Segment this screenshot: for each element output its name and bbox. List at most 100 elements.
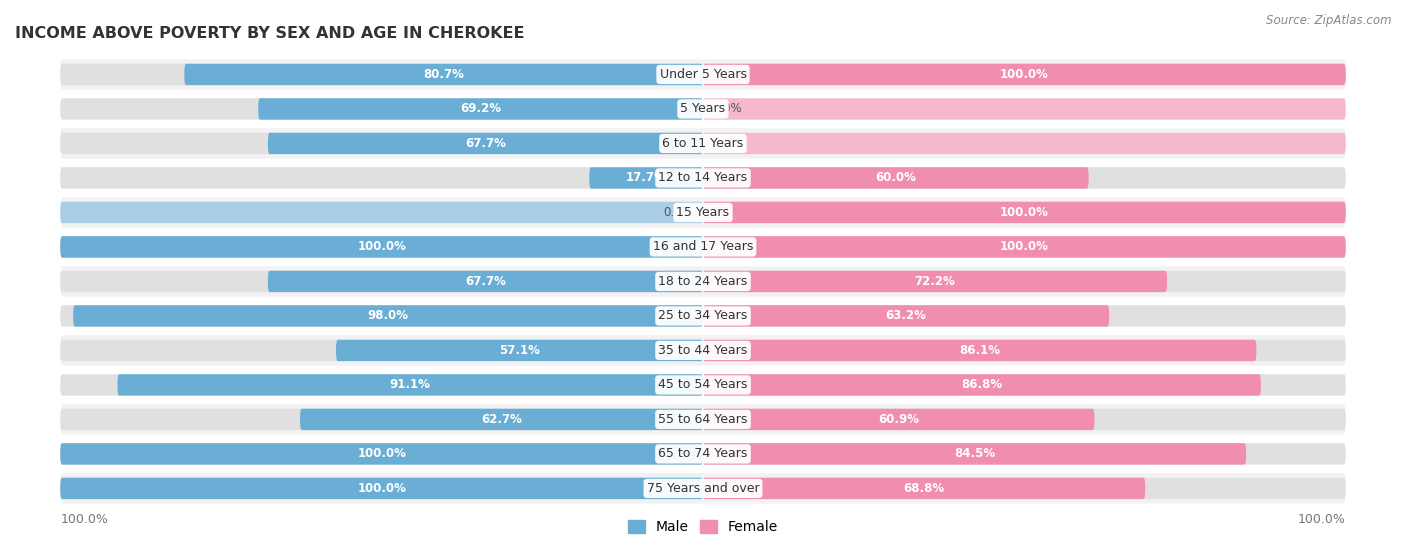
FancyBboxPatch shape <box>703 167 1346 188</box>
FancyBboxPatch shape <box>60 163 1346 193</box>
FancyBboxPatch shape <box>60 369 1346 400</box>
FancyBboxPatch shape <box>703 271 1167 292</box>
FancyBboxPatch shape <box>60 478 703 499</box>
FancyBboxPatch shape <box>118 374 703 396</box>
FancyBboxPatch shape <box>60 439 1346 469</box>
FancyBboxPatch shape <box>703 271 1346 292</box>
FancyBboxPatch shape <box>60 266 1346 297</box>
FancyBboxPatch shape <box>60 98 703 120</box>
Text: 63.2%: 63.2% <box>886 310 927 323</box>
FancyBboxPatch shape <box>60 64 703 85</box>
Text: 98.0%: 98.0% <box>367 310 409 323</box>
Text: 45 to 54 Years: 45 to 54 Years <box>658 378 748 391</box>
FancyBboxPatch shape <box>703 340 1257 361</box>
FancyBboxPatch shape <box>60 478 703 499</box>
FancyBboxPatch shape <box>269 271 703 292</box>
Text: 17.7%: 17.7% <box>626 172 666 184</box>
FancyBboxPatch shape <box>703 202 1346 223</box>
Text: 67.7%: 67.7% <box>465 137 506 150</box>
Text: INCOME ABOVE POVERTY BY SEX AND AGE IN CHEROKEE: INCOME ABOVE POVERTY BY SEX AND AGE IN C… <box>14 26 524 41</box>
FancyBboxPatch shape <box>703 64 1346 85</box>
FancyBboxPatch shape <box>703 167 1088 188</box>
Text: 86.8%: 86.8% <box>962 378 1002 391</box>
Text: 0.0%: 0.0% <box>713 102 742 116</box>
FancyBboxPatch shape <box>60 128 1346 159</box>
Text: 35 to 44 Years: 35 to 44 Years <box>658 344 748 357</box>
FancyBboxPatch shape <box>60 443 703 465</box>
Text: 25 to 34 Years: 25 to 34 Years <box>658 310 748 323</box>
Text: 100.0%: 100.0% <box>1000 240 1049 253</box>
Legend: Male, Female: Male, Female <box>623 515 783 540</box>
FancyBboxPatch shape <box>60 94 1346 124</box>
Text: 100.0%: 100.0% <box>1298 513 1346 526</box>
FancyBboxPatch shape <box>60 473 1346 504</box>
FancyBboxPatch shape <box>703 409 1346 430</box>
Text: 84.5%: 84.5% <box>955 447 995 461</box>
Text: 6 to 11 Years: 6 to 11 Years <box>662 137 744 150</box>
Text: 57.1%: 57.1% <box>499 344 540 357</box>
FancyBboxPatch shape <box>703 236 1346 258</box>
FancyBboxPatch shape <box>589 167 703 188</box>
Text: 12 to 14 Years: 12 to 14 Years <box>658 172 748 184</box>
FancyBboxPatch shape <box>703 443 1346 465</box>
FancyBboxPatch shape <box>60 167 703 188</box>
FancyBboxPatch shape <box>703 374 1261 396</box>
FancyBboxPatch shape <box>60 232 1346 262</box>
FancyBboxPatch shape <box>60 409 703 430</box>
FancyBboxPatch shape <box>299 409 703 430</box>
Text: 15 Years: 15 Years <box>676 206 730 219</box>
FancyBboxPatch shape <box>60 271 703 292</box>
Text: 100.0%: 100.0% <box>1000 68 1049 81</box>
FancyBboxPatch shape <box>60 301 1346 331</box>
FancyBboxPatch shape <box>336 340 703 361</box>
FancyBboxPatch shape <box>703 340 1346 361</box>
Text: 5 Years: 5 Years <box>681 102 725 116</box>
FancyBboxPatch shape <box>60 132 703 154</box>
FancyBboxPatch shape <box>703 305 1346 326</box>
Text: 75 Years and over: 75 Years and over <box>647 482 759 495</box>
FancyBboxPatch shape <box>703 409 1094 430</box>
Text: 80.7%: 80.7% <box>423 68 464 81</box>
Text: Source: ZipAtlas.com: Source: ZipAtlas.com <box>1267 14 1392 27</box>
FancyBboxPatch shape <box>60 59 1346 89</box>
FancyBboxPatch shape <box>60 374 703 396</box>
Text: 68.8%: 68.8% <box>904 482 945 495</box>
Text: 86.1%: 86.1% <box>959 344 1000 357</box>
FancyBboxPatch shape <box>60 236 703 258</box>
FancyBboxPatch shape <box>259 98 703 120</box>
FancyBboxPatch shape <box>184 64 703 85</box>
Text: 18 to 24 Years: 18 to 24 Years <box>658 275 748 288</box>
Text: 69.2%: 69.2% <box>460 102 501 116</box>
Text: 72.2%: 72.2% <box>915 275 956 288</box>
FancyBboxPatch shape <box>60 340 703 361</box>
FancyBboxPatch shape <box>703 236 1346 258</box>
FancyBboxPatch shape <box>269 132 703 154</box>
FancyBboxPatch shape <box>60 197 1346 228</box>
FancyBboxPatch shape <box>703 478 1146 499</box>
Text: 100.0%: 100.0% <box>357 482 406 495</box>
FancyBboxPatch shape <box>703 305 1109 326</box>
Text: 0.0%: 0.0% <box>664 206 693 219</box>
FancyBboxPatch shape <box>703 64 1346 85</box>
Text: 67.7%: 67.7% <box>465 275 506 288</box>
FancyBboxPatch shape <box>60 202 703 223</box>
Text: 55 to 64 Years: 55 to 64 Years <box>658 413 748 426</box>
Text: 100.0%: 100.0% <box>357 447 406 461</box>
FancyBboxPatch shape <box>703 98 1346 120</box>
FancyBboxPatch shape <box>703 132 1346 154</box>
FancyBboxPatch shape <box>60 305 703 326</box>
FancyBboxPatch shape <box>703 478 1346 499</box>
FancyBboxPatch shape <box>73 305 703 326</box>
FancyBboxPatch shape <box>60 404 1346 434</box>
Text: 100.0%: 100.0% <box>1000 206 1049 219</box>
Text: 62.7%: 62.7% <box>481 413 522 426</box>
FancyBboxPatch shape <box>60 443 703 465</box>
FancyBboxPatch shape <box>703 443 1246 465</box>
Text: 65 to 74 Years: 65 to 74 Years <box>658 447 748 461</box>
Text: 0.0%: 0.0% <box>713 137 742 150</box>
Text: 91.1%: 91.1% <box>389 378 430 391</box>
Text: Under 5 Years: Under 5 Years <box>659 68 747 81</box>
FancyBboxPatch shape <box>60 236 703 258</box>
Text: 60.0%: 60.0% <box>876 172 917 184</box>
Text: 16 and 17 Years: 16 and 17 Years <box>652 240 754 253</box>
